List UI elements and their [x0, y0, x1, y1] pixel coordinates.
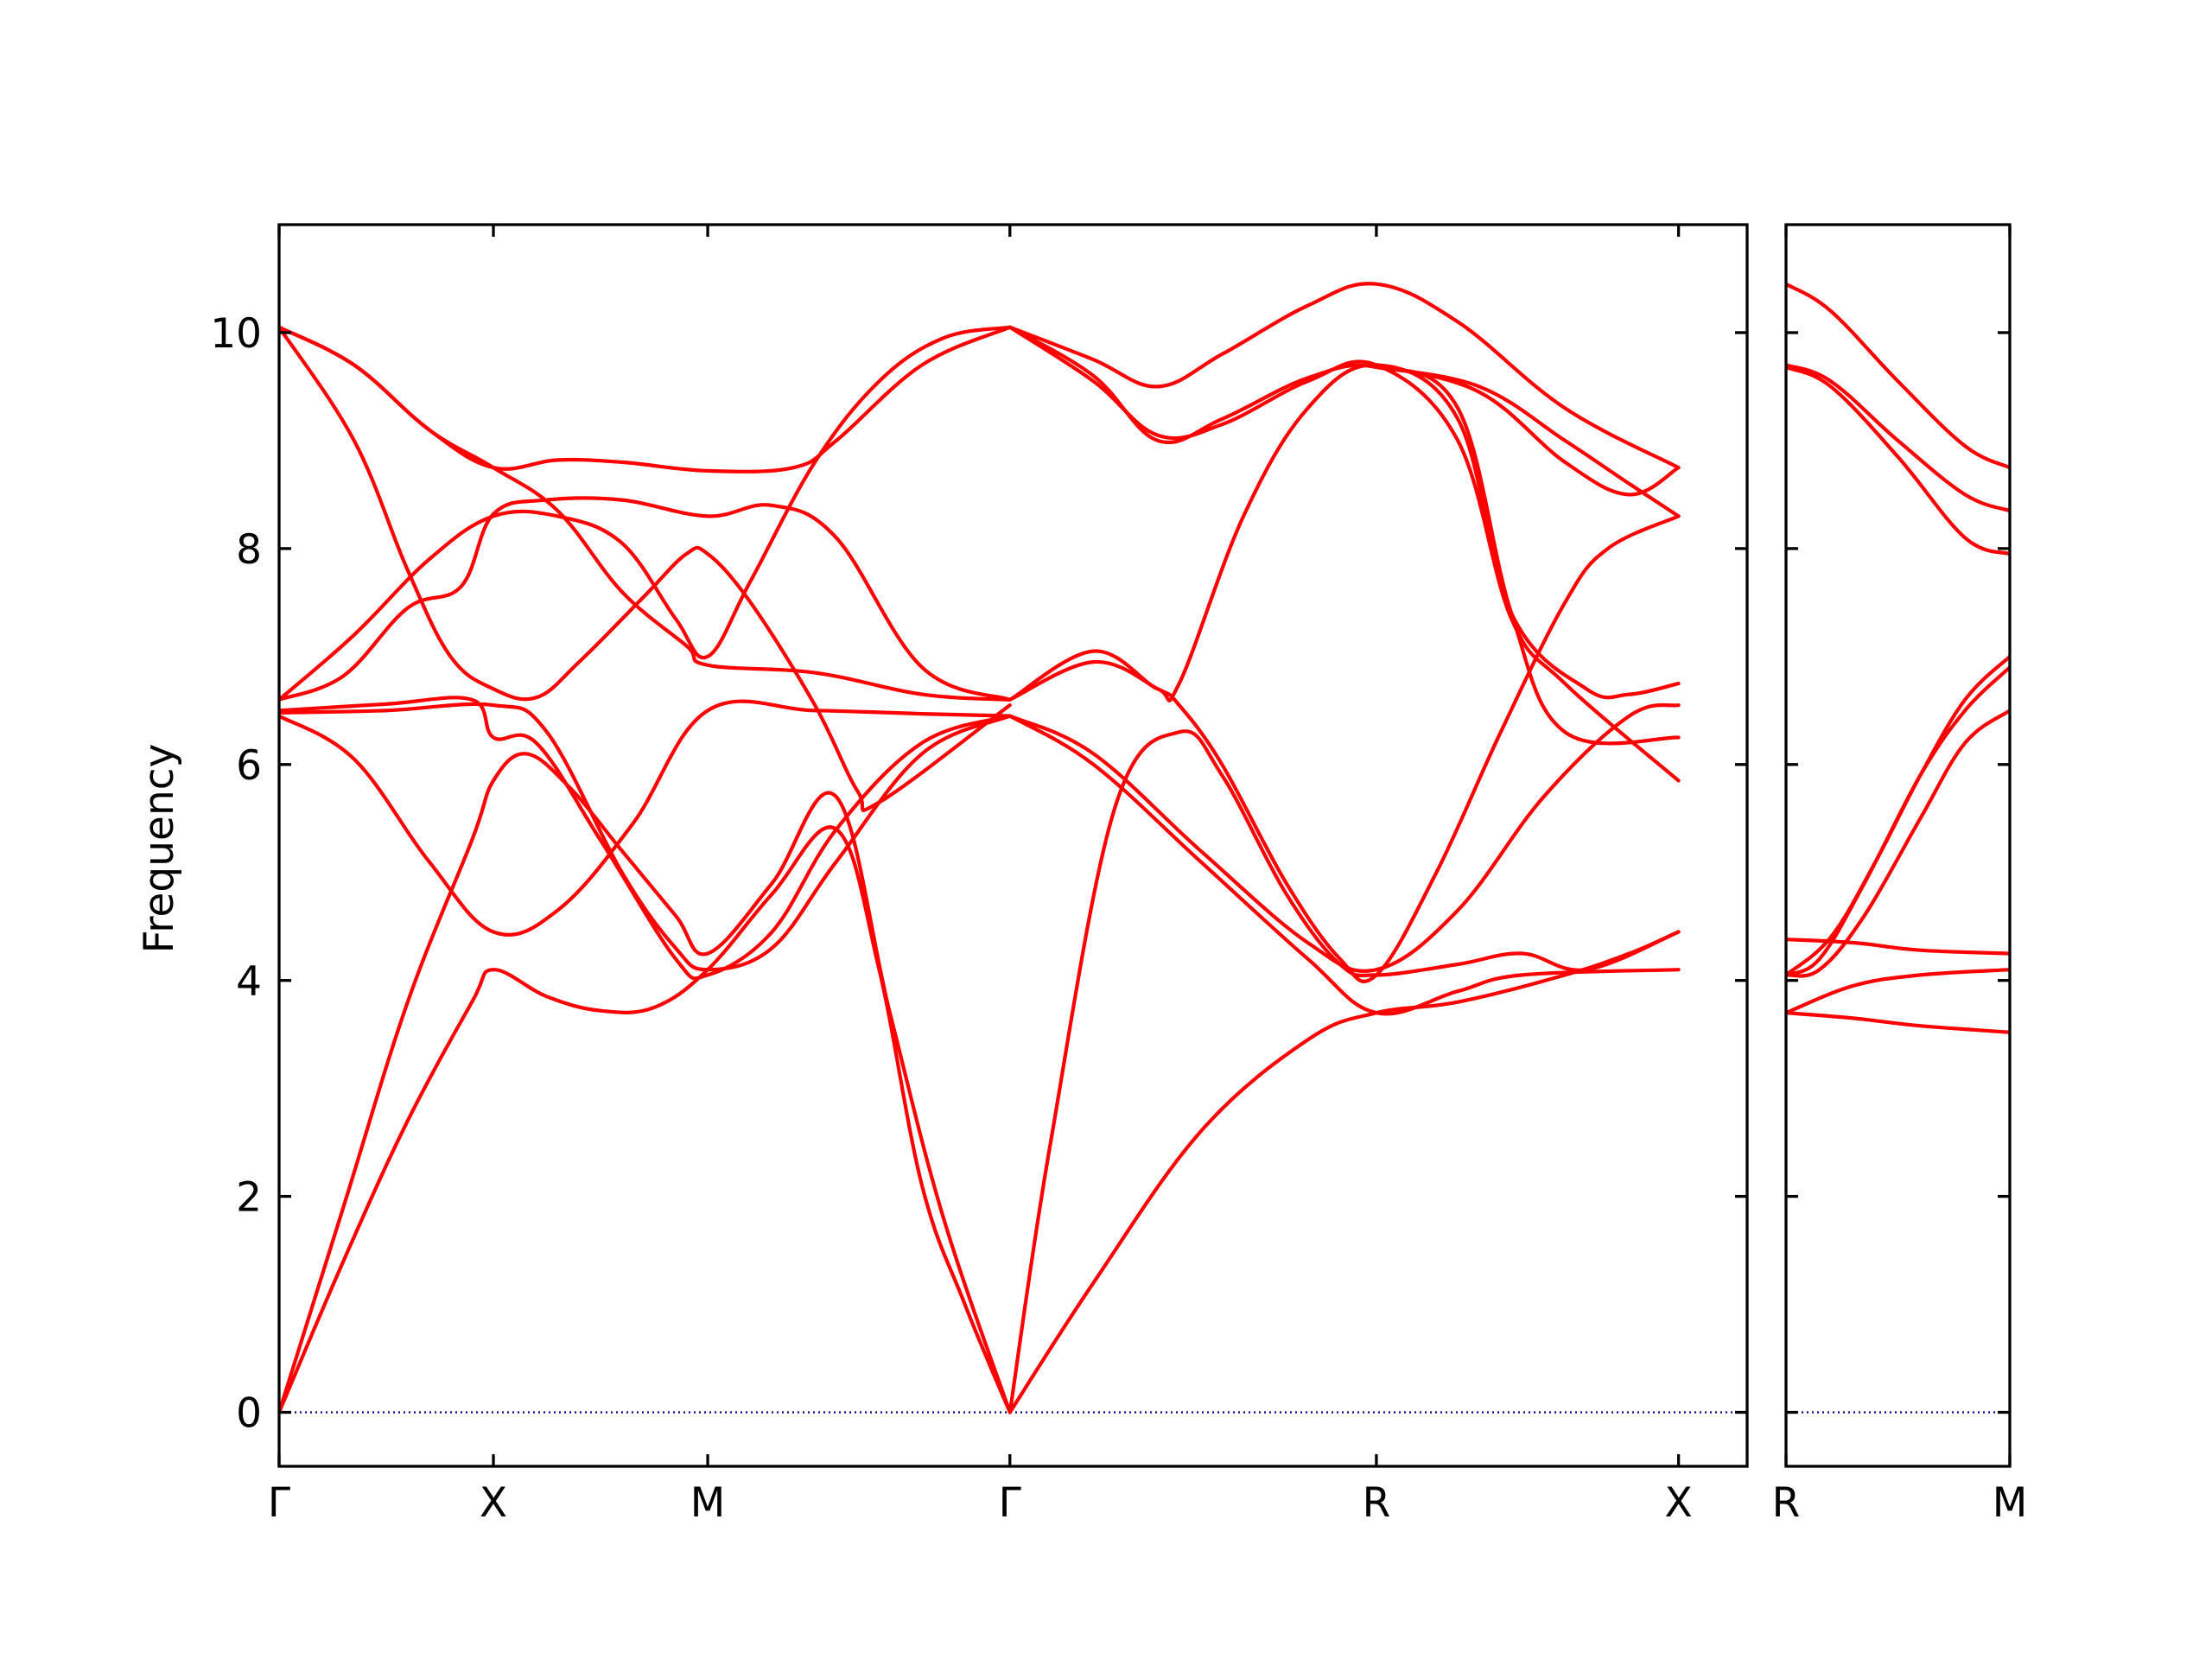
band-line-4: [1786, 938, 2010, 956]
band-line-12: [1007, 729, 1681, 1414]
band-line-3: [279, 699, 1012, 938]
band-line-14: [1007, 702, 1681, 973]
band-line-2: [279, 752, 1012, 1414]
band-line-8: [1786, 968, 2010, 1015]
band-line-10: [279, 325, 1012, 702]
band-line-21: [1374, 363, 1681, 497]
band-line-9: [1786, 1011, 2010, 1034]
x-tick-label: M: [690, 1479, 726, 1527]
y-tick-label: 0: [236, 1390, 262, 1438]
y-tick-label: 10: [210, 310, 262, 358]
band-line-6: [279, 325, 1012, 702]
y-tick-label: 8: [236, 526, 262, 574]
axes-frame: [277, 223, 1749, 1468]
x-tick-label: Γ: [999, 1479, 1021, 1527]
y-axis-title: Frequency: [136, 744, 183, 954]
band-line-9: [279, 325, 1012, 812]
x-tick-label: X: [480, 1479, 507, 1527]
x-tick-label: X: [1665, 1479, 1693, 1527]
band-line-4: [279, 702, 1012, 972]
band-line-2: [1786, 363, 2010, 513]
band-line-8: [279, 325, 1012, 474]
band-line-6: [1786, 665, 2010, 977]
band-line-17: [1007, 325, 1681, 783]
band-line-5: [279, 696, 1012, 981]
x-tick-label: Γ: [268, 1479, 290, 1527]
main-panel: 0 2 4 6 8 10 Γ X M Γ R X: [210, 223, 1749, 1527]
x-tick-label: R: [1363, 1479, 1391, 1527]
band-line-15: [1007, 514, 1681, 983]
band-line-7: [1786, 709, 2010, 978]
band-line-3: [1786, 365, 2010, 556]
band-line-1: [1786, 282, 2010, 470]
band-line-1: [279, 825, 1012, 1414]
band-line-13: [1007, 714, 1681, 1016]
axes-frame: [1784, 223, 2012, 1468]
x-tick-label: R: [1772, 1479, 1801, 1527]
y-tick-label: 6: [236, 742, 262, 790]
band-line-18: [1007, 282, 1681, 470]
band-line-11: [1007, 930, 1681, 1414]
y-tick-label: 4: [236, 958, 262, 1006]
band-line-7: [279, 496, 1012, 702]
y-tick-label: 2: [236, 1174, 262, 1222]
x-tick-label: M: [1993, 1479, 2028, 1527]
band-line-16: [1007, 363, 1681, 702]
band-line-19: [1007, 325, 1681, 746]
